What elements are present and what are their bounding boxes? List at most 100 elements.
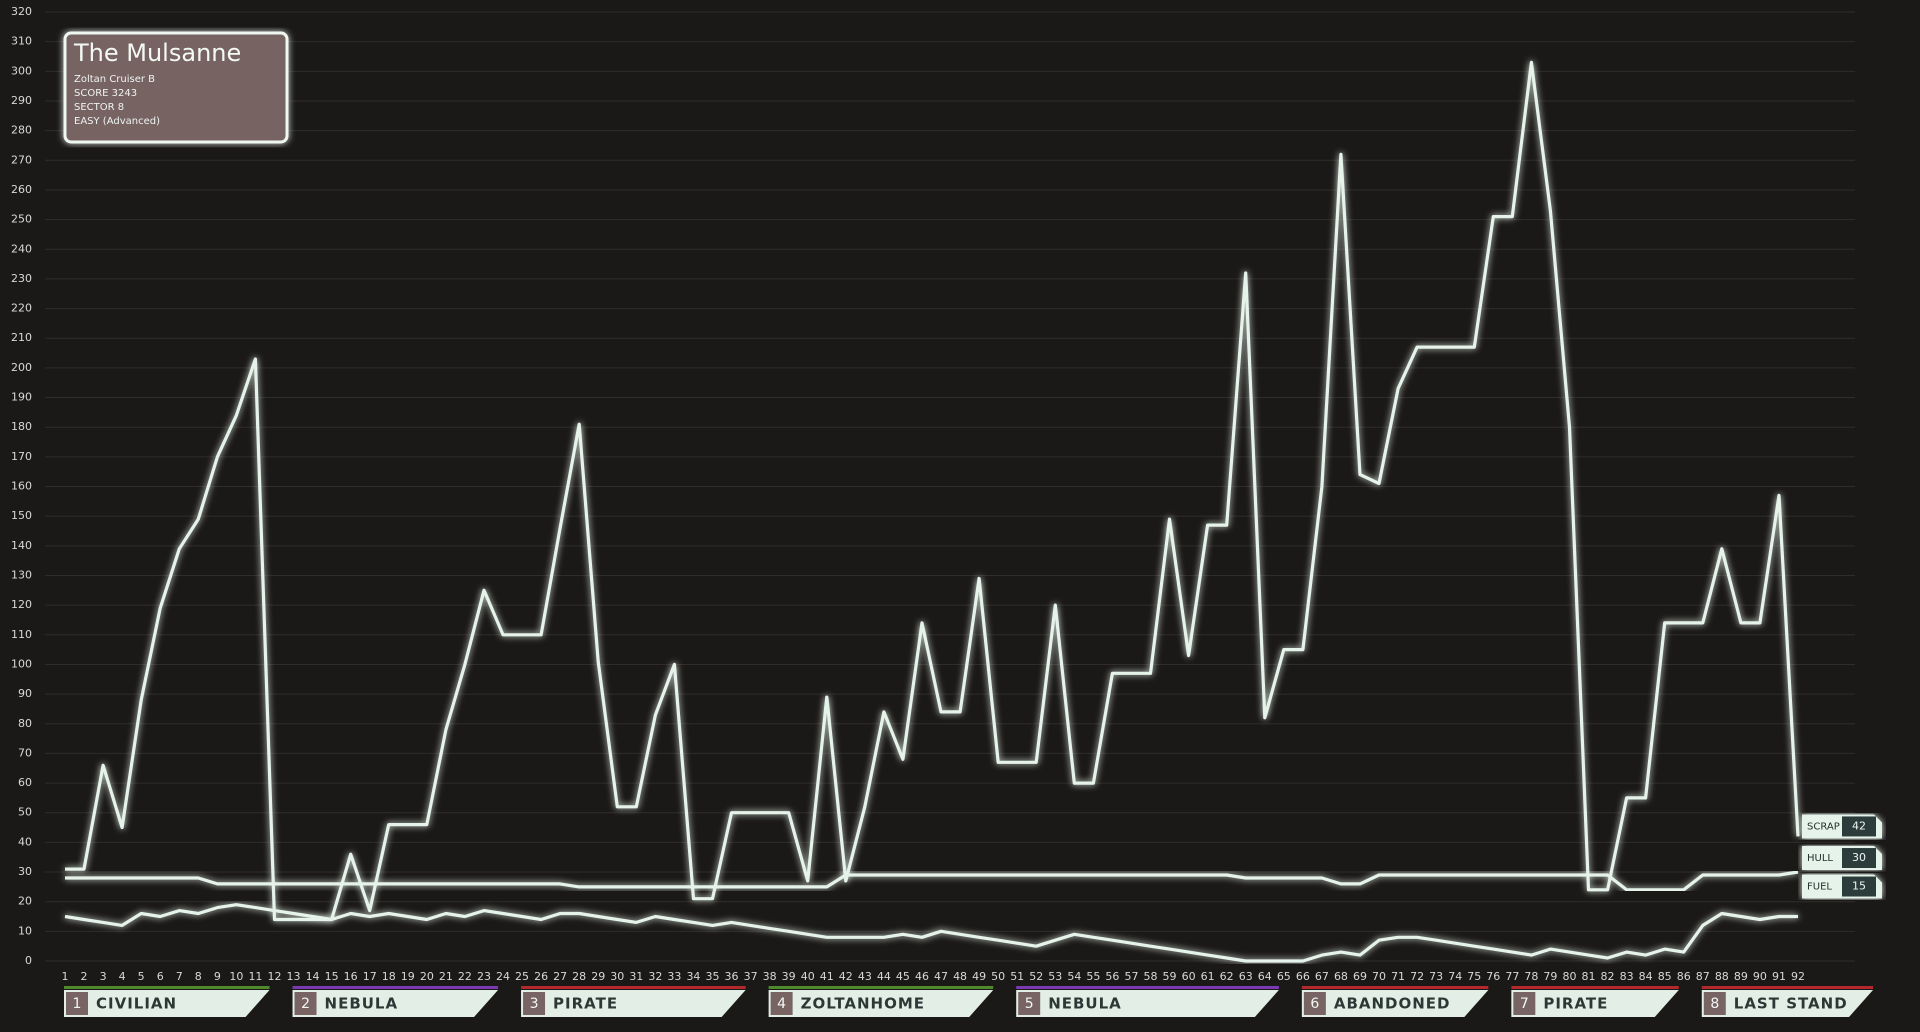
x-tick-label: 80 — [1562, 970, 1576, 983]
series-line — [65, 870, 1799, 892]
sector-plate — [64, 990, 270, 1017]
x-tick-label: 12 — [267, 970, 281, 983]
x-tick-label: 37 — [744, 970, 758, 983]
x-tick-label: 82 — [1601, 970, 1615, 983]
x-tick-label: 18 — [382, 970, 396, 983]
x-tick-label: 39 — [782, 970, 796, 983]
x-tick-label: 47 — [934, 970, 948, 983]
x-tick-label: 75 — [1467, 970, 1481, 983]
y-tick-label: 310 — [11, 35, 32, 48]
x-tick-label: 40 — [801, 970, 815, 983]
x-tick-label: 27 — [553, 970, 567, 983]
x-tick-label: 45 — [896, 970, 910, 983]
sector-plate — [292, 990, 499, 1017]
y-tick-label: 190 — [11, 391, 32, 404]
x-tick-label: 90 — [1753, 970, 1767, 983]
y-tick-label: 220 — [11, 302, 32, 315]
sector-label: 6 ABANDONED — [1301, 986, 1489, 1017]
x-tick-label: 8 — [195, 970, 202, 983]
x-tick-label: 86 — [1677, 970, 1691, 983]
x-tick-label: 62 — [1220, 970, 1234, 983]
x-tick-label: 76 — [1486, 970, 1500, 983]
x-tick-label: 72 — [1410, 970, 1424, 983]
info-box: The Mulsanne Zoltan Cruiser B SCORE 3243… — [63, 31, 289, 144]
y-tick-label: 40 — [18, 835, 32, 848]
x-tick-label: 58 — [1144, 970, 1158, 983]
x-tick-label: 84 — [1639, 970, 1653, 983]
end-label-name: HULL — [1807, 853, 1833, 864]
sector-number: 5 — [1025, 996, 1034, 1012]
y-tick-label: 90 — [18, 687, 32, 700]
sector-label: 1 CIVILIAN — [64, 986, 270, 1017]
sector-number: 4 — [777, 996, 786, 1012]
x-tick-label: 4 — [119, 970, 126, 983]
sector-number-box — [770, 992, 793, 1015]
y-tick-label: 10 — [18, 924, 32, 937]
x-tick-label: 10 — [229, 970, 243, 983]
x-tick-label: 53 — [1048, 970, 1062, 983]
sector-bar — [64, 986, 270, 989]
x-tick-label: 91 — [1772, 970, 1786, 983]
y-tick-label: 280 — [11, 124, 32, 137]
x-tick-label: 30 — [610, 970, 624, 983]
sector-label: 8 LAST STAND — [1701, 986, 1873, 1017]
x-tick-label: 48 — [953, 970, 967, 983]
sector-bar — [1701, 986, 1873, 989]
sector-name: PIRATE — [553, 995, 618, 1013]
x-tick-label: 59 — [1163, 970, 1177, 983]
sector-name: NEBULA — [1048, 995, 1122, 1013]
x-tick-label: 70 — [1372, 970, 1386, 983]
x-tick-label: 38 — [763, 970, 777, 983]
x-tick-label: 61 — [1201, 970, 1215, 983]
end-label-value: 30 — [1852, 851, 1866, 864]
x-tick-label: 16 — [344, 970, 358, 983]
sector-plate — [1016, 990, 1279, 1017]
x-tick-label: 44 — [877, 970, 891, 983]
x-tick-label: 35 — [705, 970, 719, 983]
x-tick-label: 73 — [1429, 970, 1443, 983]
sector-name: CIVILIAN — [96, 995, 177, 1013]
sector-label: 5 NEBULA — [1016, 986, 1279, 1017]
x-tick-label: 24 — [496, 970, 510, 983]
sector-bar — [768, 986, 994, 989]
sector-number: 7 — [1520, 996, 1529, 1012]
x-tick-label: 2 — [81, 970, 88, 983]
sector-bar — [1016, 986, 1279, 989]
x-tick-label: 43 — [858, 970, 872, 983]
series-line — [64, 903, 1798, 963]
x-tick-label: 87 — [1696, 970, 1710, 983]
end-label-name: SCRAP — [1807, 821, 1840, 832]
y-tick-label: 140 — [11, 539, 32, 552]
sector-name: LAST STAND — [1734, 995, 1848, 1013]
sector-bar — [1301, 986, 1489, 989]
x-tick-label: 7 — [176, 970, 183, 983]
sector-number-box — [1703, 992, 1726, 1015]
y-tick-label: 320 — [11, 5, 32, 18]
y-tick-label: 270 — [11, 153, 32, 166]
y-tick-label: 300 — [11, 64, 32, 77]
x-tick-label: 63 — [1239, 970, 1253, 983]
x-tick-label: 55 — [1086, 970, 1100, 983]
y-tick-label: 180 — [11, 420, 32, 433]
sector-label: 3 PIRATE — [521, 986, 746, 1017]
end-label: HULL 30 — [1802, 846, 1882, 871]
x-tick-label: 51 — [1010, 970, 1024, 983]
x-tick-label: 23 — [477, 970, 491, 983]
sector-plate — [768, 990, 994, 1017]
y-tick-label: 20 — [18, 895, 32, 908]
sector-number: 2 — [301, 996, 310, 1012]
x-tick-label: 85 — [1658, 970, 1672, 983]
sector-number-box — [294, 992, 317, 1015]
info-line: Zoltan Cruiser B — [74, 74, 155, 85]
x-tick-label: 6 — [157, 970, 164, 983]
end-label-value-box — [1842, 876, 1876, 897]
x-tick-label: 28 — [572, 970, 586, 983]
x-tick-label: 15 — [325, 970, 339, 983]
sector-name: ABANDONED — [1334, 995, 1451, 1013]
x-tick-label: 34 — [686, 970, 700, 983]
x-tick-label: 50 — [991, 970, 1005, 983]
x-tick-label: 33 — [667, 970, 681, 983]
info-line: SCORE 3243 — [74, 88, 137, 99]
x-tick-label: 71 — [1391, 970, 1405, 983]
x-tick-label: 68 — [1334, 970, 1348, 983]
